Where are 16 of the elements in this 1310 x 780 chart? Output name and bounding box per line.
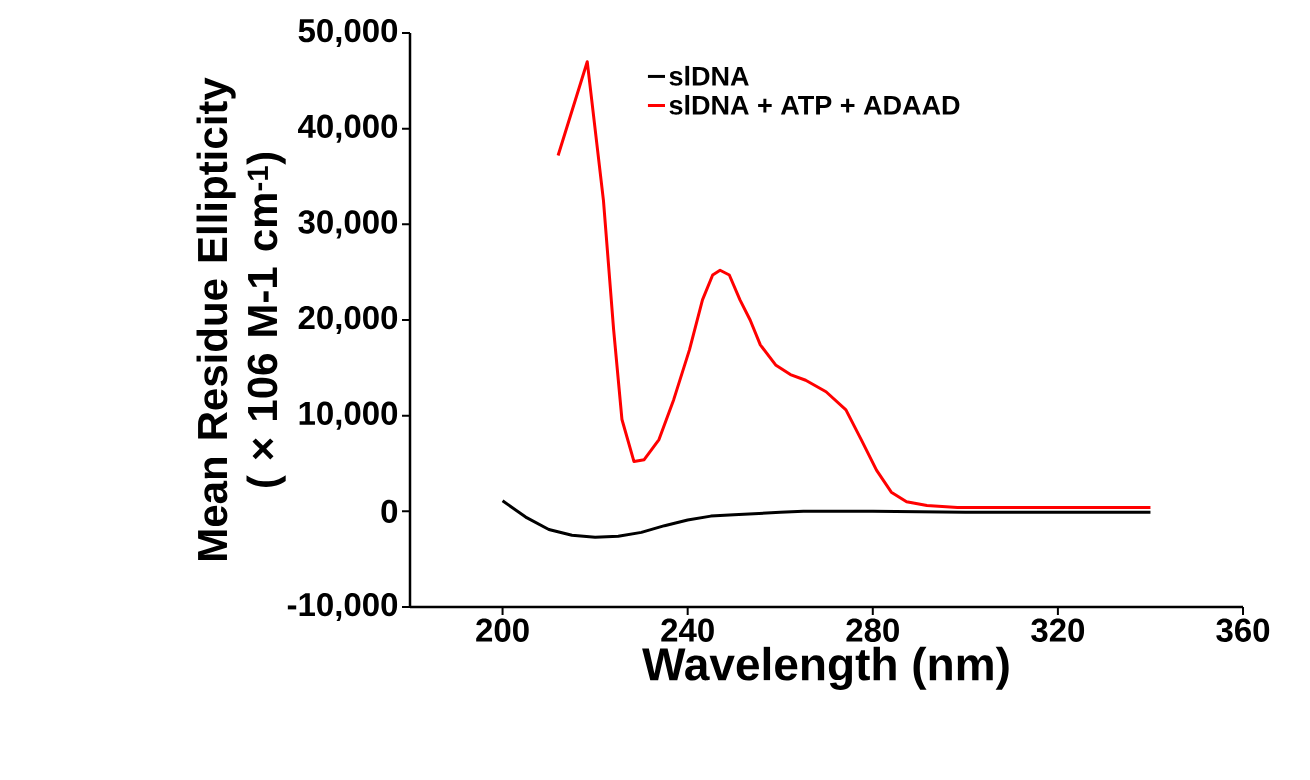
y-tick-label: 30,000	[298, 210, 398, 239]
y-tick-label: 10,000	[299, 401, 398, 430]
y-tick-label: 40,000	[298, 114, 398, 143]
y-tick-label: -10,000	[287, 592, 398, 622]
line-series	[501, 499, 1152, 539]
x-tick-label: 240	[661, 618, 714, 642]
legend-label: slDNA + ATP + ADAAD	[669, 94, 960, 115]
x-tick-label: 320	[1031, 618, 1085, 642]
x-tick-label: 360	[1216, 618, 1270, 642]
y-tick-label: 20,000	[298, 305, 398, 335]
x-axis-title: Wavelength (nm)	[642, 646, 1009, 690]
y-tick-label: 0	[381, 499, 398, 524]
y-tick-label: 50,000	[298, 18, 398, 48]
x-tick-label: 280	[846, 618, 899, 642]
x-tick-label: 200	[476, 618, 529, 642]
legend-label: slDNA	[669, 65, 749, 86]
